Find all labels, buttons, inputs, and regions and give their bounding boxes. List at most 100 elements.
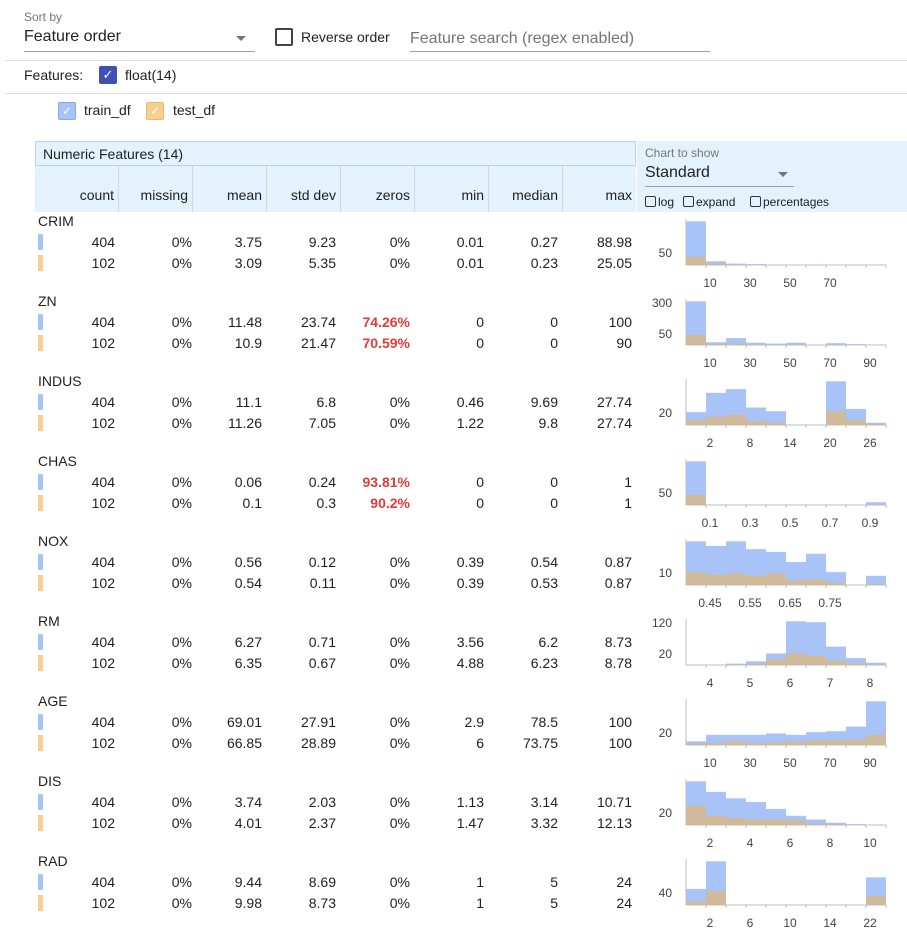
x-tick-label: 0.65 <box>778 596 802 610</box>
y-tick-label: 40 <box>659 886 673 900</box>
cell-median: 3.14 <box>531 794 558 810</box>
cell-max: 100 <box>609 714 632 730</box>
cell-mean: 0.56 <box>235 554 262 570</box>
test-hist-bar <box>846 739 866 745</box>
test-hist-bar <box>866 424 886 425</box>
cell-min: 0 <box>476 495 484 511</box>
x-tick-label: 14 <box>783 436 797 450</box>
cell-min: 1.22 <box>457 415 484 431</box>
cell-max: 100 <box>609 314 632 330</box>
cell-mean: 11.48 <box>228 314 262 330</box>
train-hist-bar <box>866 576 886 585</box>
cell-std-dev: 2.37 <box>309 815 336 831</box>
cell-missing: 0% <box>172 314 192 330</box>
cell-std-dev: 0.24 <box>309 474 336 490</box>
test-hist-bar <box>846 420 866 425</box>
cell-min: 0 <box>476 474 484 490</box>
x-tick-label: 10 <box>783 916 797 930</box>
test-hist-bar <box>706 575 726 585</box>
cell-std-dev: 8.69 <box>309 874 336 890</box>
x-tick-label: 90 <box>863 356 877 370</box>
test-hist-bar <box>686 495 706 505</box>
test-hist-bar <box>686 572 706 585</box>
cell-min: 1 <box>476 895 484 911</box>
cell-median: 6.23 <box>531 655 558 671</box>
x-tick-label: 0.7 <box>822 516 839 530</box>
cell-min: 3.56 <box>457 634 484 650</box>
test-color-swatch <box>38 575 43 591</box>
cell-missing: 0% <box>172 655 192 671</box>
cell-count: 404 <box>92 794 115 810</box>
cell-mean: 3.09 <box>235 255 262 271</box>
test-hist-bar <box>746 819 766 825</box>
cell-median: 0.54 <box>531 554 558 570</box>
test-hist-bar <box>806 824 826 825</box>
y-tick-label: 20 <box>659 647 673 661</box>
cell-zeros: 0% <box>390 735 410 751</box>
cell-max: 24 <box>616 895 632 911</box>
cell-count: 404 <box>92 634 115 650</box>
cell-count: 404 <box>92 394 115 410</box>
cell-count: 404 <box>92 474 115 490</box>
feature-name: CRIM <box>38 213 74 229</box>
cell-zeros: 0% <box>390 394 410 410</box>
cell-mean: 6.27 <box>235 634 262 650</box>
cell-mean: 3.74 <box>235 794 262 810</box>
train-color-swatch <box>38 714 43 730</box>
cell-missing: 0% <box>172 815 192 831</box>
test-hist-bar <box>806 656 826 665</box>
x-tick-label: 22 <box>863 916 877 930</box>
cell-median: 73.75 <box>523 735 558 751</box>
cell-min: 0.01 <box>457 234 484 250</box>
cell-std-dev: 0.3 <box>317 495 336 511</box>
test-hist-bar <box>766 742 786 745</box>
test-color-swatch <box>38 495 43 511</box>
cell-min: 0.01 <box>457 255 484 271</box>
test-hist-bar <box>686 806 706 825</box>
cell-min: 0 <box>476 335 484 351</box>
cell-median: 0 <box>550 474 558 490</box>
test-color-swatch <box>38 255 43 271</box>
x-tick-label: 2 <box>707 836 714 850</box>
cell-std-dev: 28.89 <box>301 735 336 751</box>
y-tick-label: 20 <box>659 406 673 420</box>
test-hist-bar <box>726 818 746 825</box>
test-color-swatch <box>38 895 43 911</box>
cell-missing: 0% <box>172 714 192 730</box>
cell-missing: 0% <box>172 335 192 351</box>
test-color-swatch <box>38 815 43 831</box>
cell-count: 102 <box>92 895 115 911</box>
cell-mean: 11.1 <box>236 394 262 410</box>
cell-zeros: 0% <box>390 415 410 431</box>
cell-missing: 0% <box>172 415 192 431</box>
cell-count: 404 <box>92 874 115 890</box>
x-tick-label: 4 <box>747 836 754 850</box>
cell-zeros: 93.81% <box>363 474 410 490</box>
y-tick-label: 50 <box>659 246 673 260</box>
cell-count: 102 <box>92 495 115 511</box>
cell-missing: 0% <box>172 474 192 490</box>
test-hist-bar <box>826 740 846 745</box>
train-hist-bar <box>766 344 786 345</box>
cell-count: 102 <box>92 815 115 831</box>
cell-median: 0 <box>550 335 558 351</box>
x-tick-label: 0.75 <box>818 596 842 610</box>
test-color-swatch <box>38 735 43 751</box>
cell-median: 0 <box>550 495 558 511</box>
cell-max: 27.74 <box>597 415 632 431</box>
test-hist-bar <box>746 576 766 585</box>
x-tick-label: 70 <box>823 276 837 290</box>
cell-zeros: 90.2% <box>370 495 410 511</box>
cell-mean: 3.75 <box>235 234 262 250</box>
test-hist-bar <box>746 421 766 425</box>
test-hist-bar <box>726 344 746 345</box>
cell-missing: 0% <box>172 575 192 591</box>
test-hist-bar <box>786 820 806 825</box>
cell-median: 3.32 <box>531 815 558 831</box>
cell-median: 9.8 <box>539 415 558 431</box>
x-tick-label: 50 <box>783 756 797 770</box>
